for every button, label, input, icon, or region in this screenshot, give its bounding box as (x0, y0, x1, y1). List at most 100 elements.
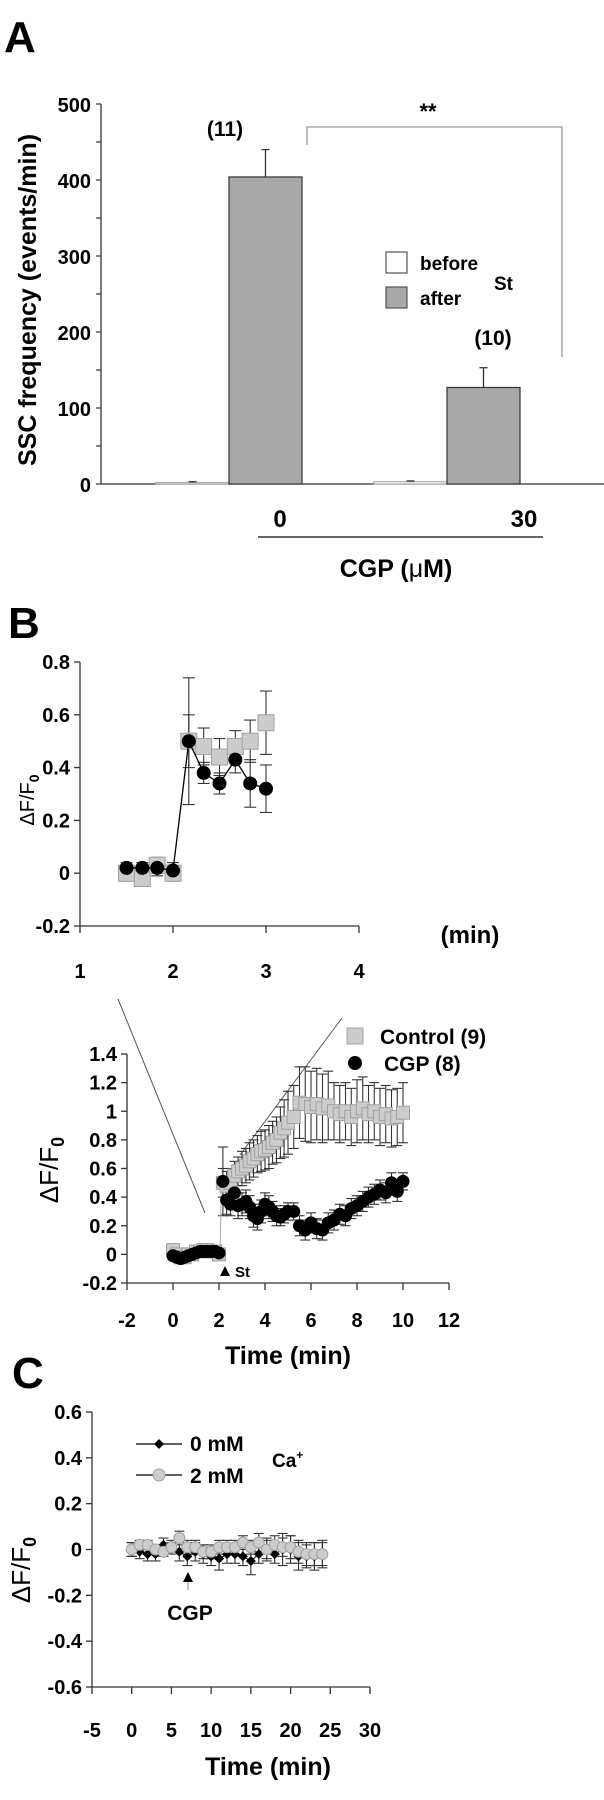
b-main-x-tick-label: 2 (213, 1310, 224, 1332)
b-cgp-point (227, 1186, 241, 1200)
b-inset-cgp-point (181, 734, 196, 749)
c-2mm-point (316, 1548, 329, 1561)
b-main-x-tick-label: 4 (259, 1310, 271, 1332)
b-inset-x-tick-label: 2 (167, 961, 178, 983)
b-inset-cgp-point (259, 781, 273, 796)
b-stimulus-arrow-icon (220, 1266, 230, 1276)
c-legend-2mm: 2 mM (190, 1465, 244, 1488)
b-cgp-point (396, 1174, 410, 1188)
b-cgp-point (216, 1174, 230, 1188)
c-cgp-annotation: CGP (167, 1602, 213, 1625)
b-main-y-tick-label: 0.2 (89, 1216, 117, 1238)
b-x-axis-label: Time (min) (225, 1342, 351, 1370)
b-main-x-tick-label: 0 (167, 1310, 178, 1332)
b-inset-y-tick-label: 0.6 (42, 705, 70, 727)
b-main-y-tick-label: 0.6 (89, 1159, 117, 1181)
panel-b-letter: B (8, 599, 40, 648)
c-x-tick-label: 5 (166, 1720, 177, 1742)
c-data (125, 1530, 329, 1576)
a-y-tick-label: 400 (58, 171, 91, 193)
panel-b: B ΔF/F0 -0.2 0 0.2 0.4 0.6 0.8 1 2 3 4 (min) ΔF/F… (8, 599, 499, 1370)
b-legend-cgp: CGP (8) (384, 1053, 461, 1076)
b-legend-control-swatch (346, 1027, 364, 1045)
b-inset-y-tick-label: 0.8 (42, 652, 70, 674)
b-inset-x-tick-label: 3 (260, 961, 271, 983)
b-inset-x-tick-label: 1 (74, 961, 85, 983)
b-cgp-point (390, 1184, 404, 1198)
a-axes: 0 100 200 300 400 500 (58, 95, 604, 497)
b-inset-y-axis-label: ΔF/F0 (17, 774, 42, 825)
c-2mm-point (252, 1536, 265, 1549)
b-main-y-tick-label: 1.4 (89, 1044, 118, 1066)
panel-c: C ΔF/F0 -0.6 -0.4 -0.2 0 0.2 0.4 0.6 -5 0 5 10 15 20… (6, 1349, 381, 1781)
b-legend-control: Control (9) (380, 1026, 486, 1049)
b-inset-cgp-line (126, 738, 267, 872)
b-inset-cgp-point (150, 860, 165, 875)
c-legend-2mm-swatch (152, 1468, 166, 1482)
b-inset-control-point (195, 737, 213, 755)
b-main-y-tick-label: 1.2 (89, 1073, 117, 1095)
b-main-y-tick-label: -0.2 (83, 1273, 117, 1295)
b-main-data (166, 1066, 410, 1266)
b-zoom-line-left (117, 998, 206, 1214)
c-x-tick-label: 20 (279, 1720, 301, 1742)
b-inset-cgp-point (119, 860, 134, 875)
b-y-axis-label: ΔF/F0 (34, 1137, 68, 1203)
c-y-tick-label: 0.6 (54, 1402, 82, 1424)
a-bars (155, 148, 521, 485)
c-x-tick-label: 0 (126, 1720, 137, 1742)
a-significance: ** (419, 99, 437, 124)
b-inset-y-tick-label: 0 (59, 863, 70, 885)
c-legend-0mm: 0 mM (190, 1433, 244, 1456)
b-inset-cgp-point (212, 776, 227, 791)
b-inset-x-unit: (min) (441, 922, 500, 949)
b-inset-control-point (226, 737, 244, 755)
c-0mm-point (214, 1553, 225, 1564)
b-inset-cgp-point (166, 863, 180, 878)
c-legend-group: Ca+ (272, 1448, 303, 1472)
b-main-axes: -0.2 0 0.2 0.4 0.6 0.8 1 1.2 1.4 -2 0 2 4 6 8 10 12 (83, 1044, 461, 1332)
b-cgp-point (212, 1246, 226, 1260)
c-0mm-point (237, 1551, 248, 1562)
b-main-y-tick-label: 1 (106, 1101, 117, 1123)
a-legend-after: after (420, 289, 462, 310)
b-zoom-line-right (239, 1017, 343, 1156)
c-y-tick-label: 0.4 (54, 1448, 83, 1470)
b-stimulus-label: St (235, 1264, 250, 1281)
b-inset-control-point (241, 732, 259, 750)
c-x-tick-label: -5 (83, 1720, 101, 1742)
c-y-tick-label: -0.2 (48, 1585, 82, 1607)
b-inset-cgp-point (135, 860, 150, 875)
a-legend-before: before (420, 254, 478, 275)
b-inset-cgp-point (243, 776, 258, 791)
c-x-tick-label: 10 (200, 1720, 222, 1742)
a-y-tick-label: 500 (58, 95, 91, 117)
b-inset-control-point (257, 714, 275, 732)
b-inset-x-tick-label: 4 (353, 961, 365, 983)
a-legend-group: St (494, 274, 514, 295)
a-category-1: 30 (511, 506, 538, 533)
b-inset-cgp-point (228, 752, 243, 767)
b-control-point (396, 1105, 410, 1120)
panel-c-letter: C (12, 1349, 44, 1398)
b-main-y-tick-label: 0.8 (89, 1130, 117, 1152)
c-x-axis-label: Time (min) (205, 1753, 331, 1781)
a-y-tick-label: 300 (58, 247, 91, 269)
panel-a: A SSC frequency (events/min) 01002003004… (4, 13, 604, 583)
c-y-tick-label: -0.6 (48, 1677, 82, 1699)
b-inset-cgp-point (196, 765, 211, 780)
b-inset-y-tick-label: 0.2 (42, 810, 70, 832)
b-main-x-tick-label: -2 (118, 1310, 136, 1332)
b-control-point (286, 1109, 301, 1124)
a-y-tick-label: 200 (58, 323, 91, 345)
c-2mm-point (173, 1532, 186, 1545)
c-x-tick-label: 30 (359, 1720, 381, 1742)
a-y-tick-label: 0 (80, 475, 91, 497)
c-legend-0mm-swatch (154, 1439, 164, 1449)
a-bar-before (373, 481, 448, 485)
b-main-x-tick-label: 8 (351, 1310, 362, 1332)
c-y-tick-label: -0.4 (48, 1631, 83, 1653)
b-main-y-tick-label: 0.4 (89, 1187, 118, 1209)
b-legend-cgp-swatch (348, 1056, 362, 1070)
b-main-x-tick-label: 10 (392, 1310, 414, 1332)
